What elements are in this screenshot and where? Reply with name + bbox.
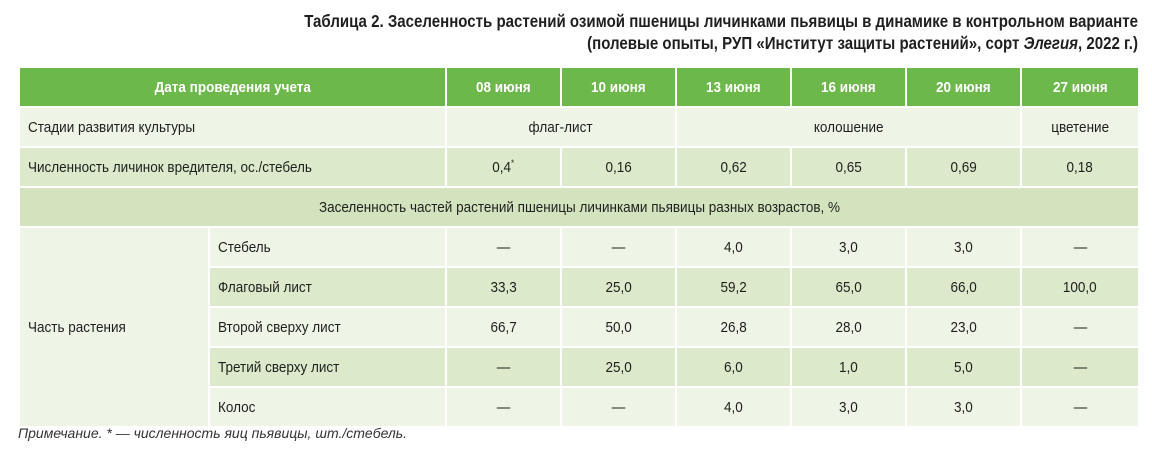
part-value: 4,0 xyxy=(675,226,792,268)
part-value: — xyxy=(445,226,562,268)
header-date: 08 июня xyxy=(445,66,562,108)
part-row: Колос — — 4,0 3,0 3,0 — xyxy=(19,386,1140,428)
caption-subtitle: (полевые опыты, РУП «Институт защиты рас… xyxy=(166,32,1138,54)
header-date: 16 июня xyxy=(790,66,907,108)
part-name: Третий сверху лист xyxy=(208,346,447,388)
header-row: Дата проведения учета 08 июня 10 июня 13… xyxy=(18,66,1140,108)
part-name: Флаговый лист xyxy=(208,266,447,308)
part-value: 100,0 xyxy=(1020,266,1140,308)
part-value: — xyxy=(445,346,562,388)
part-value: 66,0 xyxy=(905,266,1022,308)
part-value: 65,0 xyxy=(790,266,907,308)
section-title: Заселенность частей растений пшеницы лич… xyxy=(18,186,1140,228)
table-caption: Таблица 2. Заселенность растений озимой … xyxy=(166,10,1138,54)
caption-variety: Элегия xyxy=(1023,33,1079,53)
stages-label: Стадии развития культуры xyxy=(18,106,447,148)
footnote-mark: * xyxy=(511,158,515,168)
part-value: — xyxy=(560,386,677,428)
part-value: 28,0 xyxy=(790,306,907,348)
count-value: 0,69 xyxy=(905,146,1022,188)
table-note: Примечание. * — численность яиц пьявицы,… xyxy=(18,425,408,441)
part-value: 66,7 xyxy=(445,306,562,348)
part-name: Стебель xyxy=(208,226,447,268)
stage-flowering: цветение xyxy=(1020,106,1140,148)
caption-sub-suffix: , 2022 г.) xyxy=(1078,33,1138,53)
count-value: 0,16 xyxy=(560,146,677,188)
count-value: 0,18 xyxy=(1020,146,1140,188)
part-name: Колос xyxy=(208,386,447,428)
count-row: Численность личинок вредителя, ос./стебе… xyxy=(18,146,1140,188)
plant-part-label: Часть растения xyxy=(18,226,210,428)
part-value: 50,0 xyxy=(560,306,677,348)
data-table: Дата проведения учета 08 июня 10 июня 13… xyxy=(18,66,1140,428)
part-value: 1,0 xyxy=(790,346,907,388)
caption-title: Таблица 2. Заселенность растений озимой … xyxy=(304,11,1138,31)
header-date: 27 июня xyxy=(1020,66,1140,108)
part-value: 3,0 xyxy=(790,226,907,268)
part-value: 59,2 xyxy=(675,266,792,308)
part-value: — xyxy=(1020,346,1140,388)
count-value: 0,4* xyxy=(445,146,562,188)
part-value: 26,8 xyxy=(675,306,792,348)
caption-sub-prefix: (полевые опыты, РУП «Институт защиты рас… xyxy=(587,33,1024,53)
stage-heading: колошение xyxy=(675,106,1022,148)
part-value: 6,0 xyxy=(675,346,792,388)
part-value: — xyxy=(1020,386,1140,428)
part-value: 3,0 xyxy=(905,386,1022,428)
header-date: 10 июня xyxy=(560,66,677,108)
count-value: 0,62 xyxy=(675,146,792,188)
part-value: — xyxy=(445,386,562,428)
part-value: 3,0 xyxy=(905,226,1022,268)
count-label: Численность личинок вредителя, ос./стебе… xyxy=(18,146,447,188)
part-value: 33,3 xyxy=(445,266,562,308)
part-value: 5,0 xyxy=(905,346,1022,388)
part-value: — xyxy=(1020,306,1140,348)
count-value: 0,65 xyxy=(790,146,907,188)
header-date: 13 июня xyxy=(675,66,792,108)
part-row: Часть растения Стебель — — 4,0 3,0 3,0 — xyxy=(18,226,1140,428)
part-value: 23,0 xyxy=(905,306,1022,348)
part-value: — xyxy=(560,226,677,268)
part-value: 4,0 xyxy=(675,386,792,428)
part-value: 25,0 xyxy=(560,266,677,308)
part-value: — xyxy=(1020,226,1140,268)
header-date: 20 июня xyxy=(905,66,1022,108)
part-value: 3,0 xyxy=(790,386,907,428)
header-date-label: Дата проведения учета xyxy=(18,66,447,108)
part-name: Второй сверху лист xyxy=(208,306,447,348)
section-title-row: Заселенность частей растений пшеницы лич… xyxy=(18,186,1140,228)
stages-row: Стадии развития культуры флаг-лист колош… xyxy=(18,106,1140,148)
stage-flag-leaf: флаг-лист xyxy=(445,106,677,148)
part-value: 25,0 xyxy=(560,346,677,388)
part-row: Флаговый лист 33,3 25,0 59,2 65,0 66,0 1… xyxy=(19,266,1140,308)
